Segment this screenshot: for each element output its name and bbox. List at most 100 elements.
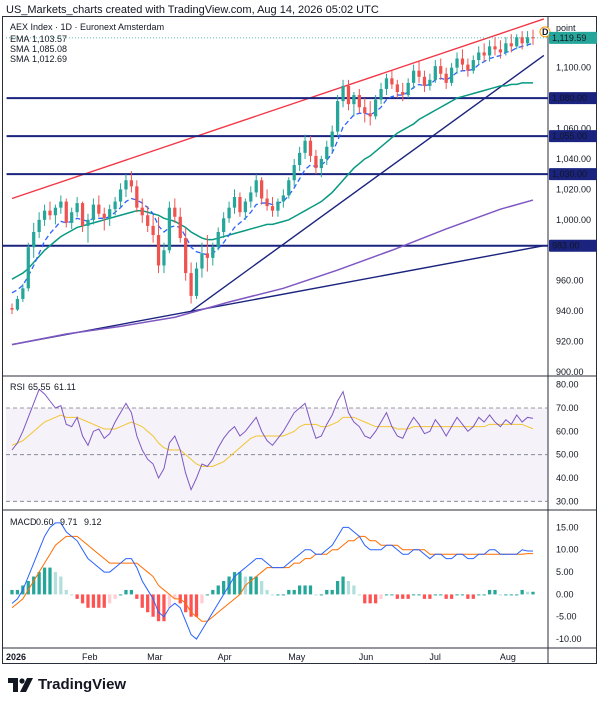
macd-histogram-bar [135,594,139,599]
macd-legend-value: 9.71 [60,517,78,527]
macd-histogram-bar [42,567,47,595]
rsi-line [11,388,534,492]
candle-body [325,146,329,159]
rsi-axis-tick: 50.00 [556,450,579,460]
legend-name: SMA [10,54,30,64]
candle-body [498,49,503,53]
macd-histogram-bar [525,591,530,595]
chart-title: AEX Index · 1D · Euronext Amsterdam [10,22,164,32]
macd-histogram-bar [167,594,172,608]
macd-histogram-bar [194,594,199,617]
candle-body [525,37,530,44]
candle-body [281,195,285,202]
macd-histogram-bar [346,581,351,595]
candle-body [108,209,112,219]
macd-title: MACD [10,517,37,527]
price-axis-title: point [556,23,576,33]
trend-line [11,245,544,346]
macd-histogram-bar [504,594,508,596]
candle-body [118,189,123,202]
time-axis-tick: 2026 [6,652,26,662]
legend-name: SMA [10,44,30,54]
candle-body [10,308,14,310]
macd-histogram-bar [200,594,204,604]
chart-caption: US_Markets_charts created with TradingVi… [6,4,379,16]
chart-frame [2,16,597,664]
candle-body [194,268,199,296]
macd-histogram-bar [37,572,41,595]
candle-body [42,210,47,220]
macd-histogram-bar [395,594,399,599]
macd-histogram-bar [515,594,519,596]
candle-body [59,201,63,208]
candle-body [520,37,524,44]
rsi-axis-tick: 30.00 [556,496,579,506]
price-tag [549,239,597,252]
macd-histogram-bar [276,594,280,596]
candle-body [292,165,296,181]
trend-line [190,54,545,312]
macd-histogram-bar [292,589,296,595]
candle-body [26,247,30,289]
legend-value: 1,085.08 [32,44,67,54]
time-axis-tick: Jun [359,652,374,662]
macd-histogram-bar [97,594,101,608]
macd-histogram-bar [482,594,486,596]
tradingview-logo[interactable]: TradingView [8,676,126,693]
candle-body [346,85,351,105]
macd-histogram-bar [303,585,307,595]
candle-body [368,113,372,117]
candle-body [471,60,475,71]
price-tag [549,168,597,181]
candle-body [80,203,85,226]
macd-histogram-bar [80,594,85,604]
macd-histogram-bar [75,594,79,599]
macd-histogram-bar [189,594,193,617]
rsi-axis-tick: 70.00 [556,403,579,413]
macd-histogram-bar [249,576,253,595]
price-axis-tick: 920.00 [556,337,584,347]
ema-line [11,42,534,294]
candle-body [53,207,58,216]
rsi-legend-value: 65.55 [28,382,51,392]
macd-histogram-bar [314,594,318,596]
macd-line [11,522,533,640]
macd-histogram-bar [15,589,20,595]
candle-body [184,238,188,274]
candle-body [308,140,313,156]
candle-body [319,158,323,169]
macd-legend-value: 9.12 [84,517,102,527]
candle-body [260,180,264,199]
candle-body [243,201,247,213]
candle-body [216,232,220,248]
time-axis-tick: May [288,652,306,662]
price-tag-label: 1,055.00 [552,131,587,141]
legend-name: EMA [10,34,30,44]
macd-histogram-bar [211,589,215,595]
macd-histogram-bar [173,594,177,599]
candle-body [363,107,367,114]
candle-body [37,219,41,232]
candle-body [64,201,68,223]
price-tag-label: 983.00 [552,241,580,251]
price-tag-label: 1,119.59 [552,33,586,43]
macd-histogram-bar [335,581,340,595]
candle-body [162,250,166,266]
rsi-axis-tick: 40.00 [556,473,579,483]
candle-body [422,76,427,86]
macd-histogram-bar [162,594,166,622]
macd-histogram-bar [439,594,443,596]
candle-body [504,43,508,53]
candle-body [15,298,20,310]
macd-histogram-bar [26,581,30,595]
price-tag [549,31,597,44]
macd-histogram-bar [498,594,503,596]
price-tag [549,92,597,105]
macd-histogram-bar [308,585,313,595]
macd-histogram-bar [352,585,356,595]
candle-body [86,219,90,226]
macd-histogram-bar [509,594,513,596]
macd-histogram-bar [390,594,394,596]
macd-histogram-bar [48,567,52,595]
